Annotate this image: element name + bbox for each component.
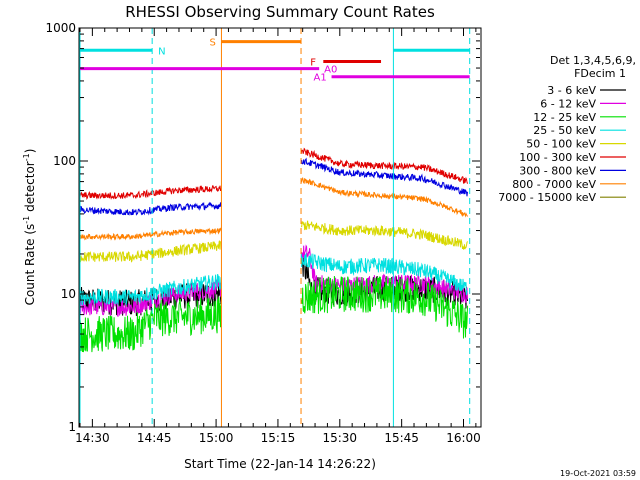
series-line-7 [79,176,468,241]
y-axis-label-end: ) [23,149,37,154]
x-tick-label: 15:15 [261,431,296,445]
plot-frame [78,27,482,428]
chart-title: RHESSI Observing Summary Count Rates [125,3,435,21]
saa-label: S [209,38,215,49]
legend-label-8: 7000 - 15000 keV [498,191,596,204]
y-tick-label: 100 [53,154,76,168]
y-axis-label-main: Count Rate (s [23,224,37,306]
series-line-6 [79,157,468,216]
legend-header-line1: Det 1,3,4,5,6,9, [550,54,636,67]
legend-label-0: 3 - 6 keV [547,84,596,97]
x-tick-label: 15:30 [322,431,357,445]
flare-label: F [310,57,316,68]
y-tick-label: 10 [61,287,76,301]
y-axis-label-sup2: -1 [22,153,31,161]
legend-label-6: 300 - 800 keV [519,164,596,177]
legend-label-7: 800 - 7000 keV [512,178,596,191]
series-line-5 [79,147,468,201]
legend-header-line2: FDecim 1 [574,67,626,80]
x-axis-label: Start Time (22-Jan-14 14:26:22) [184,457,376,471]
x-tick-label: 16:00 [446,431,481,445]
y-axis-label-sup1: -1 [22,216,31,224]
series-line-2 [79,275,468,353]
x-tick-label: 15:45 [384,431,419,445]
axis-ticks: 14:30 14:45 15:00 15:15 15:30 15:45 16:00 1 10 10… [45,21,480,445]
y-tick-label: 1000 [45,21,76,35]
legend-label-5: 100 - 300 keV [519,151,596,164]
legend-label-4: 50 - 100 keV [526,138,596,151]
legend-label-2: 12 - 25 keV [533,111,596,124]
attenuator-a1-label: A1 [314,73,327,84]
y-axis-label-mid: detector [23,161,37,216]
x-tick-label: 14:45 [137,431,172,445]
series-line-3 [79,252,468,306]
night-label-0: N [158,46,165,57]
series-line-4 [79,220,468,263]
x-tick-label: 15:00 [199,431,234,445]
legend-label-1: 6 - 12 keV [540,97,596,110]
plot-data-layer [79,147,468,353]
legend-label-3: 25 - 50 keV [533,124,596,137]
footer-timestamp: 19-Oct-2021 03:59 [560,469,636,478]
attenuator-a0-label: A0 [324,65,337,76]
y-axis-label: Count Rate (s-1 detector-1) [22,149,37,306]
y-tick-label: 1 [68,420,76,434]
x-tick-label: 14:30 [75,431,110,445]
